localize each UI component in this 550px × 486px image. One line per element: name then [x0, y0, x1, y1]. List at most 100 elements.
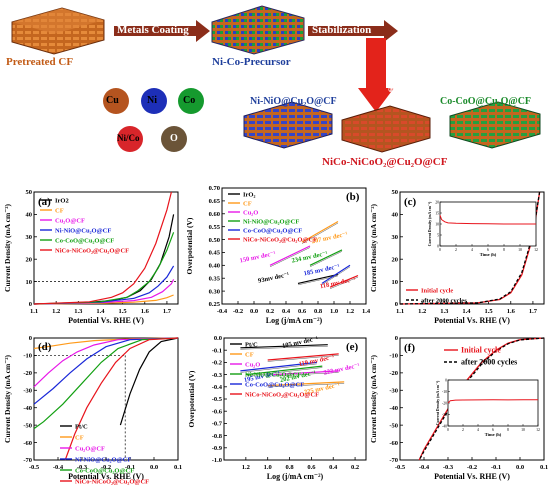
series-line — [245, 365, 323, 376]
label-nico: NiCo-NiCoO₂@Cu₂O@CF — [322, 156, 448, 168]
nico-block — [341, 105, 431, 153]
chart-e: 1.2 1.0 0.8 0.6 0.4 0.2 0.0 -1.0 -0.9 -0.8 -0.7 -0.… — [187, 335, 367, 481]
y-tick-label: 30 — [392, 234, 399, 241]
x-tick-label: -0.2 — [101, 464, 111, 471]
label-ni-nio: Ni-NiO@Cu₂O@CF — [250, 96, 337, 107]
series-line — [33, 191, 172, 305]
y-tick-label: -40 — [23, 405, 32, 412]
x-tick-label: -0.2 — [467, 464, 477, 471]
inset-y-tick-label: -10 — [442, 390, 447, 394]
legend-entry: Pt/C — [245, 341, 258, 348]
y-tick-label: -0.6 — [212, 408, 223, 415]
y-tick-label: -0.8 — [212, 433, 223, 440]
x-tick-label: -0.3 — [443, 464, 454, 471]
inset-y-tick-label: -20 — [442, 401, 447, 405]
y-tick-label: 0.35 — [209, 275, 221, 282]
inset-x-tick-label: 2 — [455, 248, 457, 252]
y-tick-label: -10 — [389, 353, 398, 360]
x-tick-label: 1.2 — [242, 464, 250, 471]
legend-entry: Ni-NiO@Cu₂O@CF — [55, 227, 111, 234]
x-tick-label: 1.2 — [346, 308, 354, 315]
y-tick-label: -10 — [23, 353, 32, 360]
y-tick-label: 10 — [392, 279, 399, 286]
series-line — [269, 245, 311, 266]
fit-line — [269, 247, 311, 268]
y-tick-label: -0.3 — [212, 372, 223, 379]
y-tick-label: -0.1 — [212, 347, 222, 354]
plot-frame-a — [33, 191, 179, 305]
legend-entry: NiCo-NiCoO₂@Cu₂O@CF — [243, 236, 317, 243]
panel-label: (d) — [38, 341, 52, 353]
y-tick-label: -30 — [389, 387, 398, 394]
legend-entry: Initial cycle — [461, 345, 501, 354]
y-axis-label: Current Density (mA cm⁻²) — [370, 204, 378, 292]
x-tick-label: 1.3 — [74, 308, 83, 315]
y-tick-label: 0.40 — [209, 263, 220, 270]
x-tick-label: -0.3 — [77, 464, 88, 471]
x-axis-label: Log (j/mA cm⁻²) — [267, 472, 324, 481]
chart-f: -0.5 -0.4 -0.3 -0.2 -0.1 0.0 0.1 0 -10 -20 -30 -40 -… — [370, 335, 548, 481]
inset-x-label: Time (h) — [480, 252, 497, 257]
slope-annotation: 150 mv dec⁻¹ — [239, 250, 276, 264]
y-tick-label: -60 — [23, 440, 32, 447]
legend-entry: Co-CoO@Cu₂O@CF — [75, 467, 134, 474]
y-tick-label: -1.0 — [212, 457, 222, 464]
inset-x-tick-label: 6 — [492, 428, 494, 432]
x-tick-label: -0.4 — [53, 464, 64, 471]
x-tick-label: 0.8 — [314, 308, 323, 315]
inset-x-tick-label: 4 — [471, 248, 473, 252]
x-tick-label: 1.2 — [52, 308, 60, 315]
y-tick-label: 0 — [29, 301, 32, 308]
chart-c: 1.1 1.2 1.3 1.4 1.5 1.6 1.701020304050Potentia… — [370, 189, 545, 325]
plot-frame-c — [399, 191, 545, 305]
y-tick-label: 0.25 — [209, 301, 221, 308]
legend-entry: CF — [75, 434, 84, 441]
fit-line — [245, 367, 323, 377]
fit-line — [321, 266, 351, 286]
pretreated-cf-block — [11, 7, 105, 55]
inset-x-label: Time (h) — [485, 432, 502, 437]
panel-label: (f) — [404, 342, 415, 354]
y-tick-label: -0.7 — [212, 421, 223, 428]
series-line — [273, 370, 339, 376]
x-tick-label: 1.3 — [440, 308, 449, 315]
x-tick-label: -0.5 — [29, 464, 40, 471]
slope-annotation: 118 mv dec⁻¹ — [319, 276, 356, 290]
x-tick-label: 0.8 — [285, 464, 294, 471]
series-line — [267, 381, 345, 387]
synthesis-schematic — [11, 5, 541, 153]
fit-line — [309, 251, 343, 268]
panel-label: (b) — [346, 191, 360, 203]
inset-x-tick-label: 6 — [487, 248, 489, 252]
x-tick-label: 1.4 — [96, 308, 105, 315]
x-tick-label: -0.4 — [217, 308, 228, 315]
series-line — [321, 264, 351, 284]
x-tick-label: 0.0 — [250, 308, 258, 315]
inset-x-tick-label: 8 — [503, 248, 505, 252]
legend-entry: Cu₂O — [243, 209, 258, 216]
inset-y-tick-label: 0 — [437, 244, 439, 248]
inset-y-tick-label: 20 — [435, 200, 439, 204]
fit-line — [240, 345, 328, 350]
legend-entry: Ni-NiO@Cu₂O@CF — [75, 456, 131, 463]
y-tick-label: 0.70 — [209, 185, 220, 192]
inset-y-tick-label: -40 — [442, 424, 447, 428]
y-axis-label: Current Density (mA cm⁻²) — [3, 355, 12, 443]
inset-y-tick-label: 0 — [445, 378, 447, 382]
x-tick-label: -0.5 — [395, 464, 406, 471]
legend-entry: Cu₂O — [245, 361, 260, 368]
atom-nico — [117, 126, 143, 152]
series-line — [33, 337, 179, 405]
y-tick-label: 0.65 — [209, 198, 221, 205]
legend-entry: CF — [245, 351, 254, 358]
chart-a: 1.1 1.2 1.3 1.4 1.5 1.6 1.7 0 10 20 30 40 50 Potentia… — [3, 189, 179, 325]
fit-line — [301, 222, 339, 244]
y-tick-label: 40 — [392, 212, 399, 219]
legend-entry: Initial cycle — [421, 287, 453, 294]
arrow-annealing — [358, 38, 394, 112]
x-tick-label: -0.1 — [491, 464, 501, 471]
x-tick-label: 0.4 — [282, 308, 291, 315]
inset-y-label: Current Density (mA cm⁻²) — [428, 201, 432, 246]
legend-entry: CF — [55, 207, 64, 214]
chart-b: -0.4 -0.2 0.0 0.2 0.4 0.6 0.8 1.0 1.2 1.4 0.25 0.30… — [185, 185, 370, 325]
